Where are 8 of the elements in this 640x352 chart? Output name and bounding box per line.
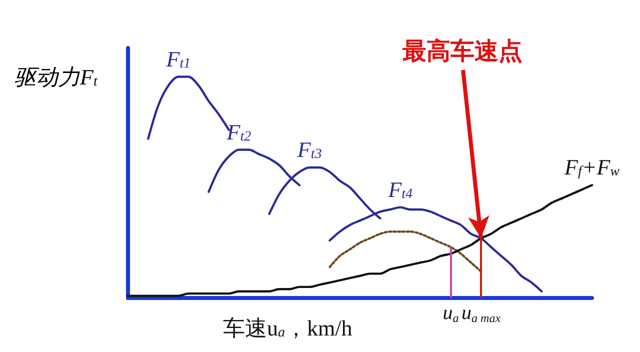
series-label: Ft2 xyxy=(226,119,252,144)
y-axis-title: 驱动力Ft xyxy=(14,64,98,90)
x-axis-title: 车速ua，km/h xyxy=(223,316,352,340)
annotation: 最高车速点 xyxy=(401,37,522,66)
series-label: Ff+Fw xyxy=(564,154,620,180)
series-label: Ft4 xyxy=(387,176,413,202)
series-label: Ft3 xyxy=(296,136,322,162)
series-label: Ft1 xyxy=(165,46,191,72)
